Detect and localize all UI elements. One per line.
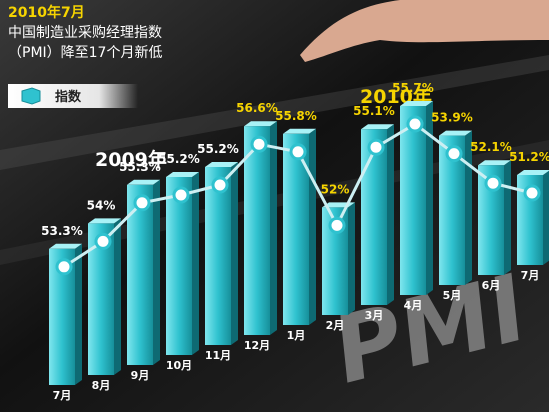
value-label: 55.3%	[119, 160, 161, 174]
hand	[300, 0, 549, 62]
bar-side	[387, 124, 394, 305]
point	[523, 184, 541, 202]
bar	[166, 177, 192, 355]
point	[172, 186, 190, 204]
x-tick-label: 12月	[244, 339, 270, 352]
value-label: 55.7%	[392, 81, 434, 95]
bar-top	[88, 218, 121, 224]
bar-top	[244, 121, 277, 127]
x-tick-label: 6月	[482, 279, 501, 292]
bar-top	[361, 124, 394, 130]
value-label: 55.2%	[158, 152, 200, 166]
bar	[400, 106, 426, 295]
point	[367, 138, 385, 156]
bar-top	[400, 101, 433, 106]
value-label: 55.2%	[197, 142, 239, 156]
x-tick-label: 1月	[287, 329, 306, 342]
bar-side	[465, 130, 472, 285]
x-tick-label: 3月	[365, 309, 384, 322]
legend-swatch	[21, 87, 41, 105]
bar-side	[231, 162, 238, 345]
subtitle: （PMI）降至17个月新低	[8, 45, 162, 61]
legend-label: 指数	[55, 89, 82, 105]
bar-side	[504, 160, 511, 275]
point	[484, 174, 502, 192]
point	[94, 232, 112, 250]
point	[328, 216, 346, 234]
bar-side	[426, 101, 433, 295]
point	[211, 176, 229, 194]
value-label: 53.9%	[431, 111, 473, 125]
bar-top	[478, 160, 511, 166]
bar	[361, 129, 387, 305]
bar-side	[114, 218, 121, 375]
bar-side	[75, 243, 82, 385]
value-label: 52.1%	[470, 140, 512, 154]
x-tick-label: 2月	[326, 319, 345, 332]
streak	[0, 55, 549, 170]
x-tick-label: 7月	[521, 269, 540, 282]
bar-side	[348, 202, 355, 315]
point	[250, 135, 268, 153]
bar-top	[166, 172, 199, 177]
bar-top	[49, 243, 82, 249]
x-tick-label: 4月	[404, 299, 423, 312]
x-tick-label: 11月	[205, 349, 231, 362]
bar-side	[192, 172, 199, 355]
bar-side	[543, 170, 549, 265]
value-label: 54%	[87, 198, 116, 212]
value-label: 55.1%	[353, 104, 395, 118]
bar-top	[517, 170, 549, 175]
bar	[205, 167, 231, 345]
x-tick-label: 9月	[131, 369, 150, 382]
x-tick-label: 5月	[443, 289, 462, 302]
point	[133, 194, 151, 212]
subtitle: 中国制造业采购经理指数	[8, 25, 162, 41]
point	[55, 258, 73, 276]
value-label: 56.6%	[236, 101, 278, 115]
point	[406, 115, 424, 133]
value-label: 55.8%	[275, 109, 317, 123]
bar	[244, 126, 270, 335]
year-label: 2009年	[95, 148, 167, 171]
bar-side	[153, 179, 160, 365]
bar-top	[283, 128, 316, 134]
point	[289, 143, 307, 161]
x-tick-label: 7月	[53, 389, 72, 402]
point	[445, 145, 463, 163]
x-tick-label: 10月	[166, 359, 192, 372]
value-label: 52%	[321, 182, 350, 196]
value-label: 51.2%	[509, 150, 549, 164]
x-tick-label: 8月	[92, 379, 111, 392]
bar-side	[270, 121, 277, 335]
chart-title: 2010年7月	[8, 4, 85, 21]
bar-top	[205, 162, 238, 167]
value-label: 53.3%	[41, 224, 83, 238]
bar-top	[127, 179, 160, 185]
bar-top	[439, 130, 472, 136]
bar-side	[309, 128, 316, 325]
